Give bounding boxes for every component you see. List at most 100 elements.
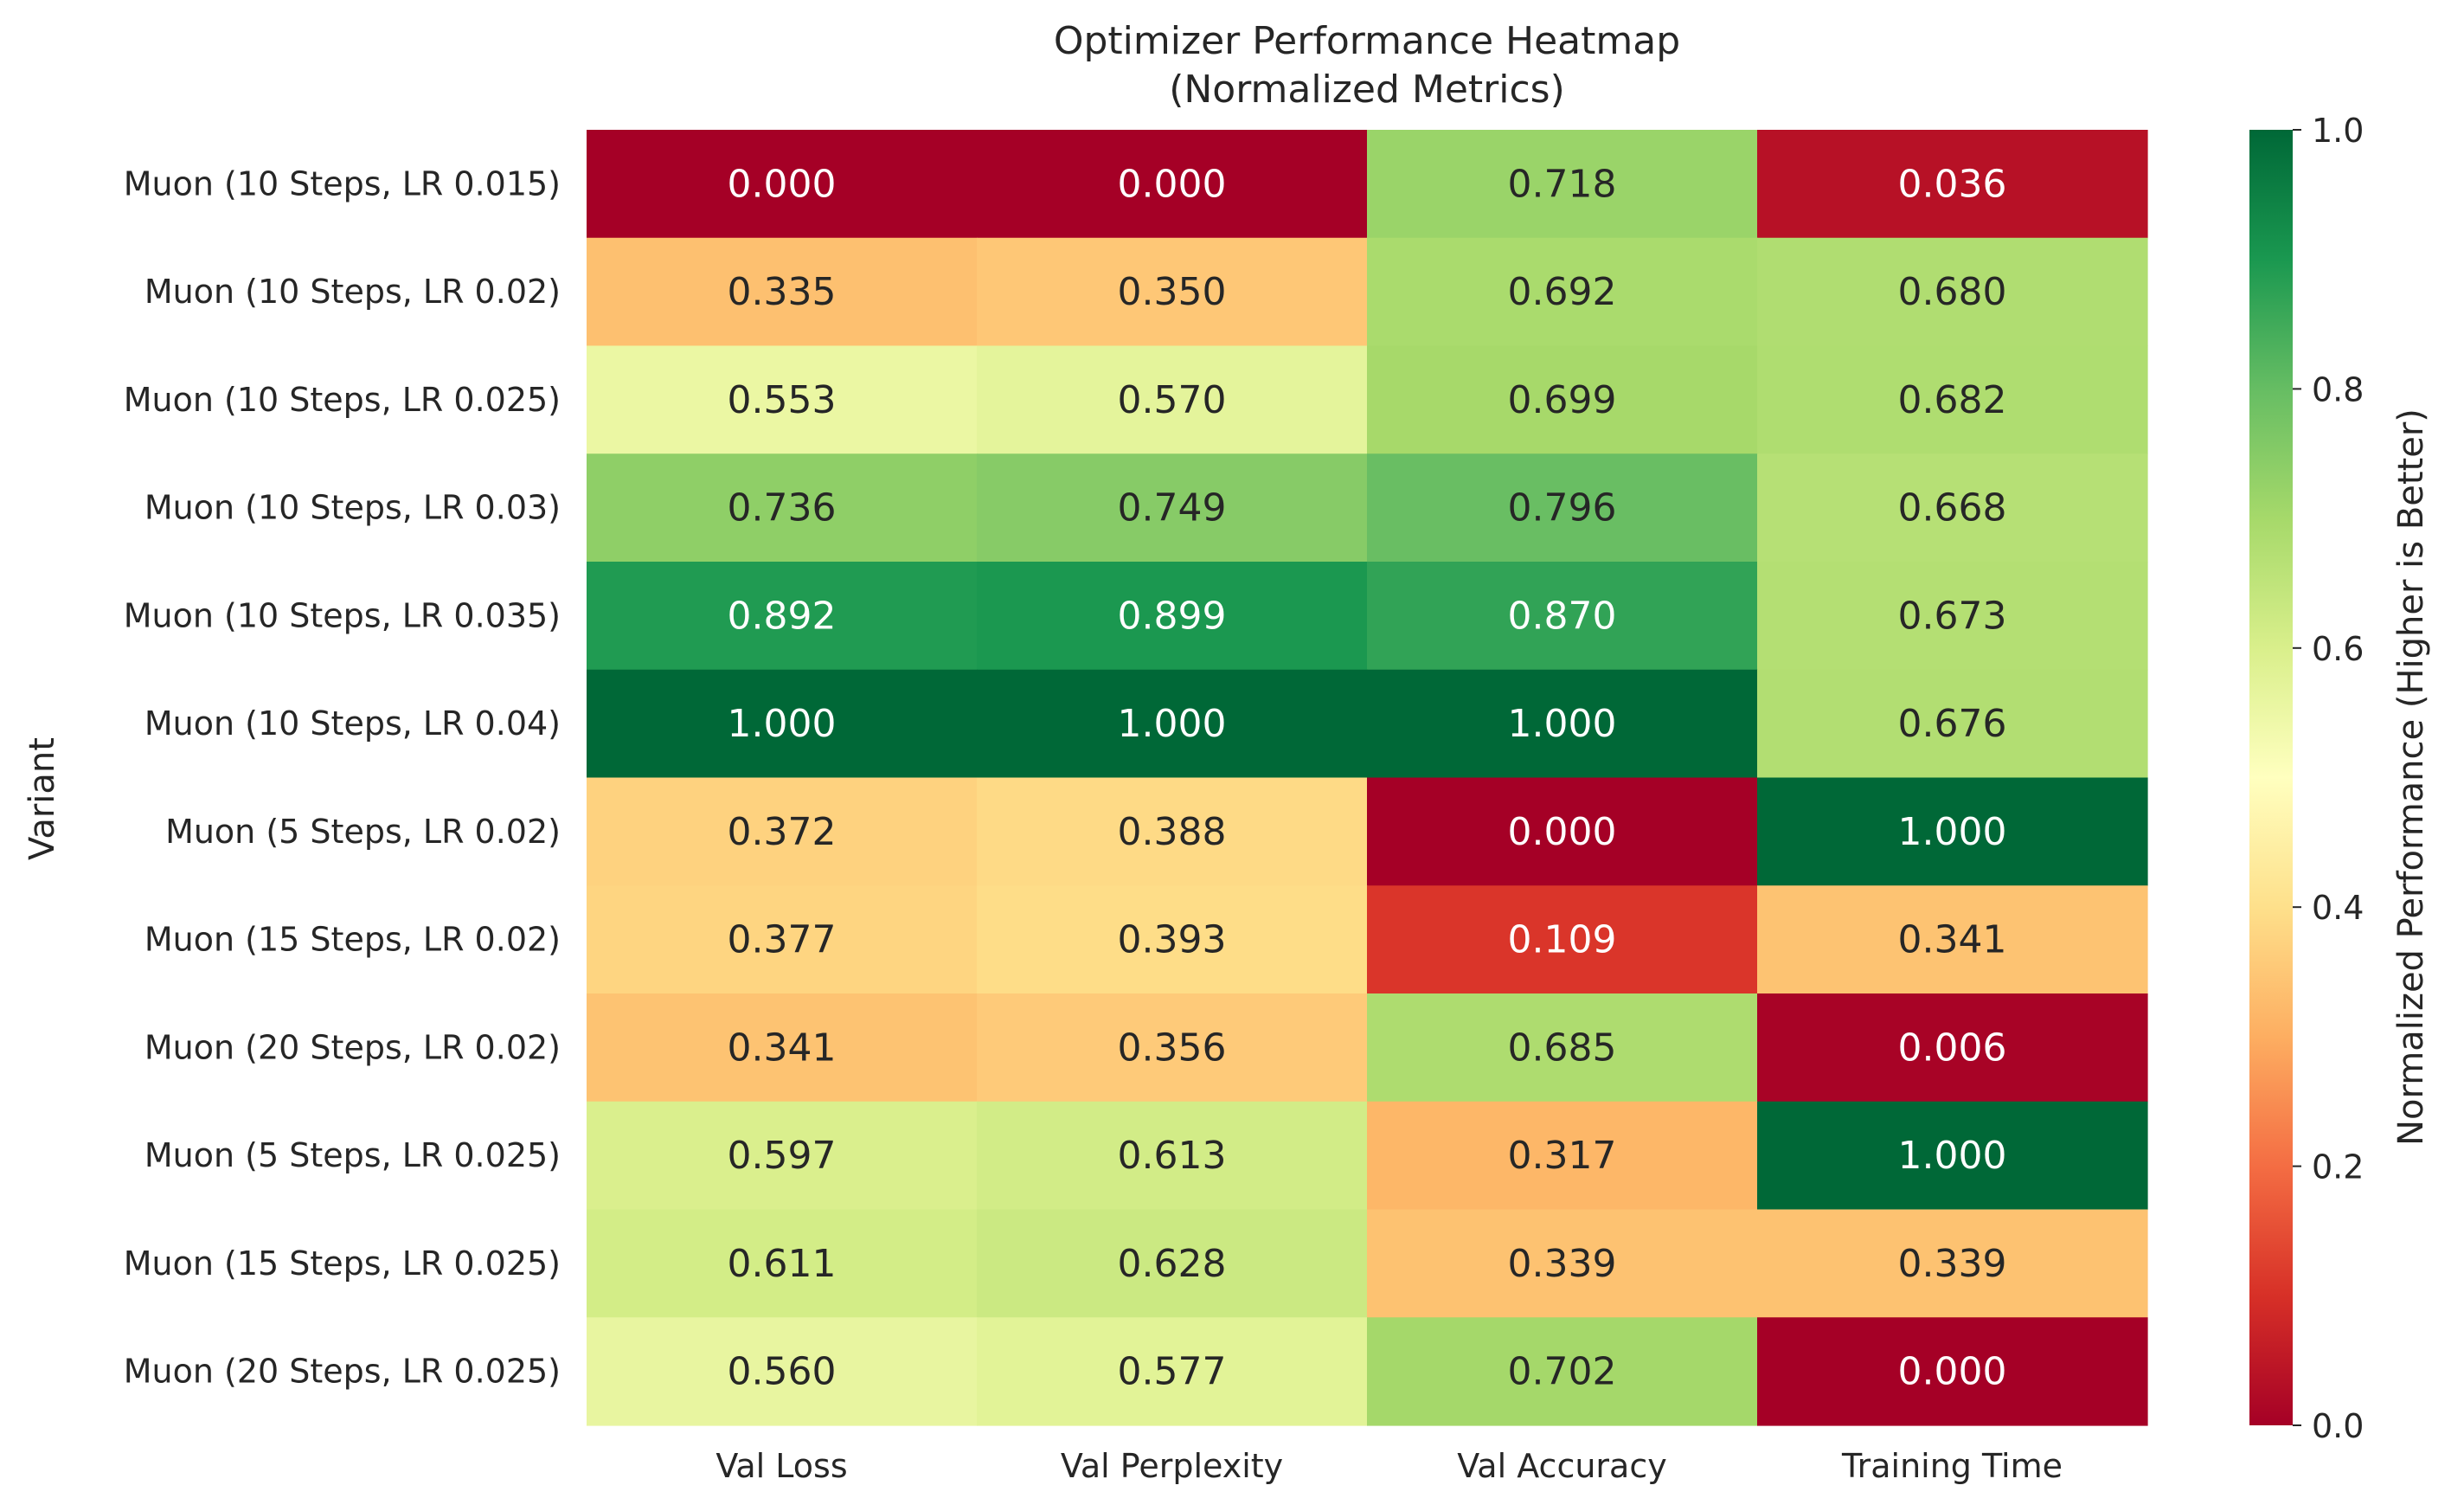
column-tick-labels: Val Loss Val Perplexity Val Accuracy Traini…	[715, 1447, 2063, 1485]
colorbar-tick-label: 0.8	[2312, 370, 2364, 408]
cell-value-label: 0.570	[1118, 378, 1227, 422]
heatmap-cell	[1367, 1101, 1758, 1211]
cell-value-label: 0.628	[1118, 1242, 1227, 1286]
heatmap-cell	[1367, 669, 1758, 779]
colorbar-label: Normalized Performance (Higher is Better…	[2391, 408, 2431, 1146]
heatmap-cell	[977, 453, 1368, 563]
row-tick-label: Muon (15 Steps, LR 0.02)	[144, 921, 561, 959]
cell-value-label: 0.718	[1508, 162, 1617, 206]
heatmap-cell	[587, 777, 978, 886]
heatmap-cells	[587, 130, 2148, 1426]
heatmap-cell	[587, 130, 978, 239]
colorbar-tick-label: 1.0	[2312, 112, 2364, 150]
cell-value-label: 0.393	[1118, 918, 1227, 962]
heatmap-cell	[1367, 1209, 1758, 1318]
heatmap-cell	[587, 885, 978, 994]
cell-value-label: 0.796	[1508, 486, 1617, 530]
cell-value-label: 0.339	[1898, 1242, 2007, 1286]
heatmap-cell	[977, 1209, 1368, 1318]
cell-value-label: 1.000	[1898, 1134, 2007, 1178]
cell-value-label: 0.680	[1898, 270, 2007, 314]
y-axis-label: Variant	[22, 737, 62, 860]
heatmap-cell	[1757, 237, 2148, 347]
heatmap-cell	[1367, 1317, 1758, 1426]
heatmap-cell	[1757, 562, 2148, 671]
heatmap-cell	[1757, 1101, 2148, 1211]
cell-value-label: 0.870	[1508, 594, 1617, 638]
heatmap-cell	[1757, 777, 2148, 886]
cell-value-label: 0.341	[728, 1026, 837, 1070]
cell-value-label: 0.036	[1898, 162, 2007, 206]
heatmap-cell	[1757, 1209, 2148, 1318]
heatmap-cell	[587, 1209, 978, 1318]
row-tick-labels: Muon (10 Steps, LR 0.015) Muon (10 Steps,…	[124, 164, 561, 1390]
heatmap-cell	[1757, 885, 2148, 994]
colorbar-tick-label: 0.4	[2312, 889, 2364, 927]
heatmap-cell	[977, 345, 1368, 454]
heatmap-cell	[1757, 669, 2148, 779]
colorbar-tick-label: 0.2	[2312, 1148, 2364, 1186]
cell-value-label: 0.685	[1508, 1026, 1617, 1070]
colorbar-tick-label: 0.0	[2312, 1407, 2364, 1445]
cell-value-label: 1.000	[1118, 702, 1227, 746]
heatmap-cell	[587, 562, 978, 671]
cell-value-label: 0.006	[1898, 1026, 2007, 1070]
cell-value-label: 0.560	[728, 1350, 837, 1394]
cell-value-label: 0.317	[1508, 1134, 1617, 1178]
cell-value-label: 0.372	[728, 810, 837, 854]
heatmap-cell-labels: 0.000 0.000 0.718 0.036 0.335 0.350 0.692 0.680…	[728, 162, 2007, 1393]
row-tick-label: Muon (10 Steps, LR 0.04)	[144, 704, 561, 743]
cell-value-label: 1.000	[1898, 810, 2007, 854]
cell-value-label: 0.000	[1118, 162, 1227, 206]
chart-subtitle: (Normalized Metrics)	[1169, 68, 1565, 112]
colorbar-tick-label: 0.6	[2312, 630, 2364, 668]
colorbar	[2249, 130, 2293, 1425]
heatmap-cell	[1367, 777, 1758, 886]
heatmap-cell	[977, 1317, 1368, 1426]
cell-value-label: 0.577	[1118, 1350, 1227, 1394]
colorbar-ticks: 0.0 0.2 0.4 0.6 0.8 1.0	[2293, 112, 2364, 1445]
cell-value-label: 0.892	[728, 594, 837, 638]
cell-value-label: 0.673	[1898, 594, 2007, 638]
heatmap-cell	[1757, 453, 2148, 563]
cell-value-label: 0.553	[728, 378, 837, 422]
heatmap-cell	[1367, 993, 1758, 1103]
cell-value-label: 0.692	[1508, 270, 1617, 314]
cell-value-label: 0.597	[728, 1134, 837, 1178]
cell-value-label: 0.350	[1118, 270, 1227, 314]
cell-value-label: 0.899	[1118, 594, 1227, 638]
row-tick-label: Muon (10 Steps, LR 0.035)	[124, 596, 561, 634]
heatmap-cell	[1367, 345, 1758, 454]
heatmap-cell	[977, 993, 1368, 1103]
row-tick-label: Muon (10 Steps, LR 0.03)	[144, 489, 561, 527]
heatmap-cell	[1367, 885, 1758, 994]
cell-value-label: 0.109	[1508, 918, 1617, 962]
column-tick-label: Training Time	[1841, 1447, 2063, 1485]
cell-value-label: 0.668	[1898, 486, 2007, 530]
heatmap-cell	[977, 562, 1368, 671]
row-tick-label: Muon (5 Steps, LR 0.025)	[144, 1136, 561, 1174]
cell-value-label: 0.377	[728, 918, 837, 962]
heatmap-cell	[977, 669, 1368, 779]
column-tick-label: Val Loss	[715, 1447, 847, 1485]
column-tick-label: Val Perplexity	[1061, 1447, 1283, 1485]
row-tick-label: Muon (10 Steps, LR 0.015)	[124, 164, 561, 203]
heatmap-cell	[977, 777, 1368, 886]
row-tick-label: Muon (20 Steps, LR 0.025)	[124, 1353, 561, 1391]
row-tick-label: Muon (10 Steps, LR 0.025)	[124, 381, 561, 419]
heatmap-cell	[587, 453, 978, 563]
cell-value-label: 0.699	[1508, 378, 1617, 422]
row-tick-label: Muon (5 Steps, LR 0.02)	[165, 813, 561, 851]
cell-value-label: 0.613	[1118, 1134, 1227, 1178]
chart-title: Optimizer Performance Heatmap	[1054, 19, 1680, 63]
cell-value-label: 0.339	[1508, 1242, 1617, 1286]
cell-value-label: 0.335	[728, 270, 837, 314]
column-tick-label: Val Accuracy	[1457, 1447, 1666, 1485]
cell-value-label: 1.000	[1508, 702, 1617, 746]
cell-value-label: 0.676	[1898, 702, 2007, 746]
heatmap-cell	[587, 993, 978, 1103]
heatmap-cell	[977, 237, 1368, 347]
heatmap-cell	[1757, 993, 2148, 1103]
